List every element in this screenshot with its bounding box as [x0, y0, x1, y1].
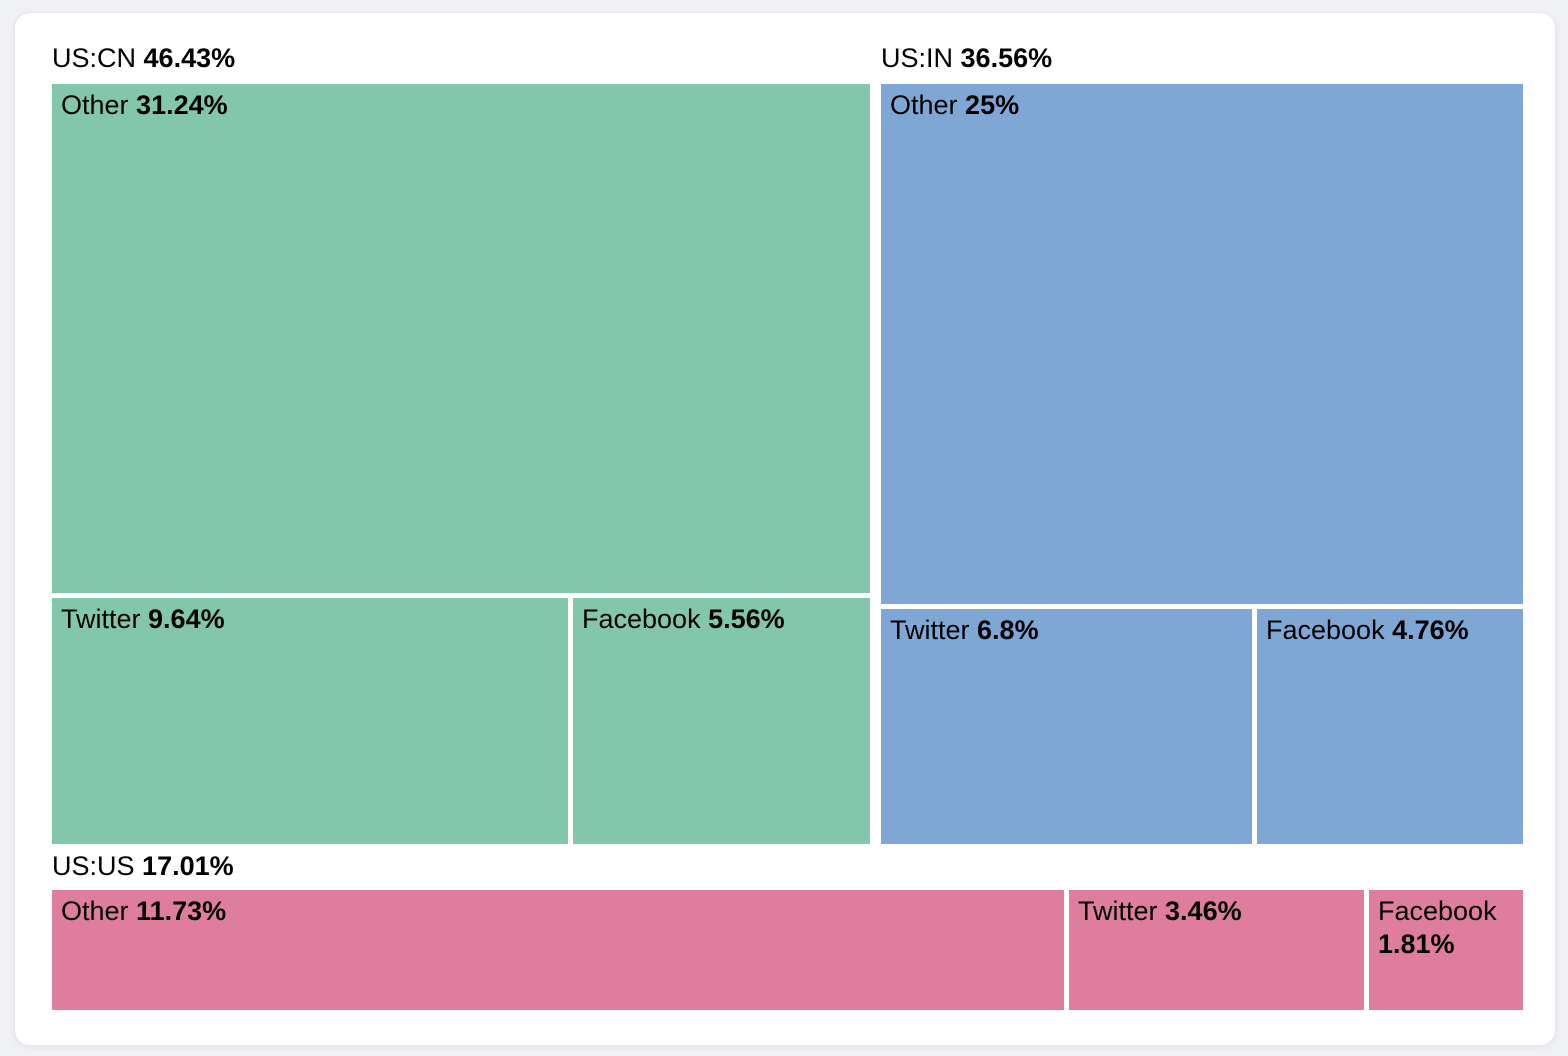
- group-value: 36.56%: [960, 43, 1053, 73]
- cell-label: Other: [890, 90, 958, 120]
- cell-label: Twitter: [61, 604, 141, 634]
- treemap-cell-us-in-twitter[interactable]: Twitter 6.8%: [881, 609, 1252, 844]
- treemap-cell-us-in-facebook[interactable]: Facebook 4.76%: [1257, 609, 1523, 844]
- cell-label: Facebook: [1378, 896, 1497, 926]
- group-name: US:IN: [881, 43, 954, 73]
- treemap-cell-us-cn-twitter[interactable]: Twitter 9.64%: [52, 598, 568, 844]
- cell-value: 31.24%: [136, 90, 228, 120]
- group-header-us-us: US:US 17.01%: [52, 850, 234, 882]
- group-value: 17.01%: [142, 851, 234, 881]
- cell-label: Twitter: [1078, 896, 1158, 926]
- cell-label: Other: [61, 896, 129, 926]
- cell-label: Other: [61, 90, 129, 120]
- cell-label: Twitter: [890, 615, 970, 645]
- treemap-cell-us-us-facebook[interactable]: Facebook 1.81%: [1369, 890, 1523, 1010]
- cell-value: 4.76%: [1392, 615, 1469, 645]
- group-name: US:US: [52, 851, 135, 881]
- cell-value: 5.56%: [708, 604, 785, 634]
- group-name: US:CN: [52, 43, 137, 73]
- cell-label: Facebook: [582, 604, 701, 634]
- cell-value: 1.81%: [1378, 929, 1455, 959]
- treemap-cell-us-us-other[interactable]: Other 11.73%: [52, 890, 1064, 1010]
- cell-value: 25%: [965, 90, 1020, 120]
- cell-value: 6.8%: [977, 615, 1039, 645]
- cell-label: Facebook: [1266, 615, 1385, 645]
- group-header-us-cn: US:CN 46.43%: [52, 42, 235, 74]
- group-header-us-in: US:IN 36.56%: [881, 42, 1052, 74]
- treemap-cell-us-us-twitter[interactable]: Twitter 3.46%: [1069, 890, 1364, 1010]
- group-value: 46.43%: [143, 43, 236, 73]
- cell-value: 3.46%: [1165, 896, 1242, 926]
- treemap-cell-us-cn-facebook[interactable]: Facebook 5.56%: [573, 598, 870, 844]
- treemap-cell-us-in-other[interactable]: Other 25%: [881, 84, 1523, 604]
- cell-value: 9.64%: [148, 604, 225, 634]
- treemap-cell-us-cn-other[interactable]: Other 31.24%: [52, 84, 870, 593]
- cell-value: 11.73%: [136, 896, 227, 926]
